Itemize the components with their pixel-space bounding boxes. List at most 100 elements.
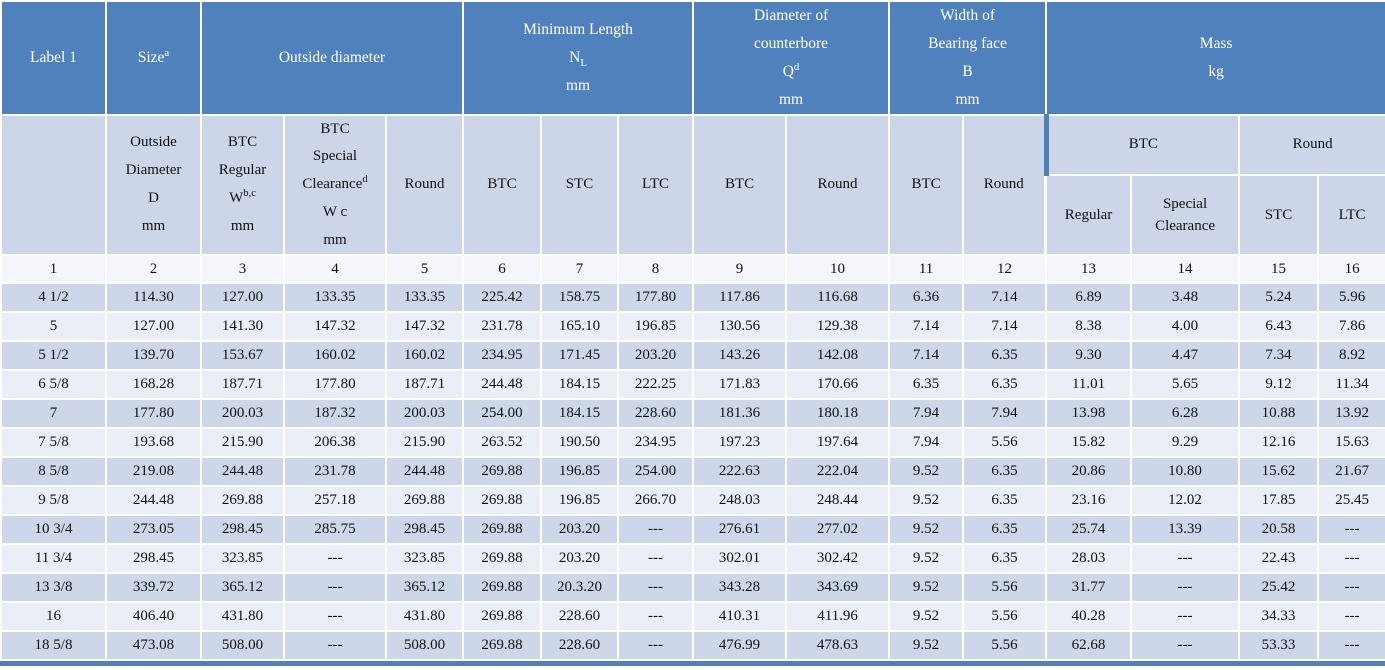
column-number: 2	[105, 254, 202, 285]
table-cell: 12.16	[1238, 427, 1320, 459]
table-cell: ---	[283, 630, 387, 662]
table-cell: 302.42	[785, 543, 891, 575]
table-cell: 190.50	[540, 427, 620, 459]
table-cell: 339.72	[105, 572, 202, 604]
table-cell: 234.95	[462, 340, 543, 372]
table-cell: 431.80	[200, 601, 285, 633]
table-cell: 171.83	[692, 369, 788, 401]
table-cell: ---	[1130, 601, 1241, 633]
table-cell: 6.35	[962, 456, 1048, 488]
table-cell: 13.98	[1045, 398, 1133, 430]
table-cell: 177.80	[283, 369, 387, 401]
table-cell: 431.80	[384, 601, 465, 633]
table-cell: 170.66	[785, 369, 891, 401]
table-cell: 269.88	[462, 543, 543, 575]
table-cell: 508.00	[200, 630, 285, 662]
subheader-mass-btc-regular: Regular	[1045, 174, 1133, 257]
table-row: 18 5/8 473.08 508.00 --- 508.00 269.88 228.60-…	[0, 630, 1385, 662]
table-cell: 6.43	[1238, 311, 1320, 343]
column-number: 3	[200, 254, 285, 285]
column-number: 13	[1045, 254, 1133, 285]
table-cell: 244.48	[462, 369, 543, 401]
table-cell: 206.38	[283, 427, 387, 459]
table-cell: 53.33	[1238, 630, 1320, 662]
table-cell: ---	[1317, 630, 1385, 662]
table-cell: 117.86	[692, 282, 788, 314]
table-cell: 184.15	[540, 369, 620, 401]
table-cell: 62.68	[1045, 630, 1133, 662]
table-cell: 196.85	[540, 456, 620, 488]
size-label-cell: 5 1/2	[0, 340, 107, 372]
table-cell: 22.43	[1238, 543, 1320, 575]
table-body: 4 1/2 114.30 127.00 133.35 133.35 225.42 158.7…	[0, 282, 1385, 662]
table-cell: 15.62	[1238, 456, 1320, 488]
table-cell: 222.63	[692, 456, 788, 488]
table-cell: 298.45	[105, 543, 202, 575]
table-cell: 141.30	[200, 311, 285, 343]
table-row: 9 5/8 244.48 269.88 257.18 269.88 269.88 196.8…	[0, 485, 1385, 517]
table-cell: 40.28	[1045, 601, 1133, 633]
table-cell: 147.32	[283, 311, 387, 343]
subheader-mass-round-stc: STC	[1238, 174, 1320, 257]
table-cell: 269.88	[462, 485, 543, 517]
header-outside-diameter: Outside diameter	[199, 0, 465, 116]
size-label-cell: 13 3/8	[0, 572, 107, 604]
subheader-btc-bearing: BTC	[888, 113, 965, 257]
table-cell: 147.32	[384, 311, 465, 343]
table-cell: 6.36	[888, 282, 965, 314]
table-cell: ---	[617, 514, 695, 546]
table-cell: 20.86	[1045, 456, 1133, 488]
table-cell: 244.48	[200, 456, 285, 488]
table-cell: 3.48	[1130, 282, 1241, 314]
column-number: 4	[283, 254, 387, 285]
header-row-sub-lower: Regular Special Clearance STC LTC	[1, 174, 1385, 257]
header-counterbore: Diameter of counterbore Qd mm	[692, 0, 891, 116]
table-cell: 228.60	[540, 630, 620, 662]
table-cell: ---	[617, 601, 695, 633]
table-cell: 28.03	[1045, 543, 1133, 575]
table-cell: 6.35	[962, 514, 1048, 546]
table-cell: 21.67	[1317, 456, 1385, 488]
subheader-mass-btc-group: BTC	[1043, 113, 1241, 177]
table-cell: ---	[283, 543, 387, 575]
table-cell: 5.24	[1238, 282, 1320, 314]
subheader-mass-btc-special-clearance: Special Clearance	[1130, 174, 1241, 257]
table-cell: 197.64	[785, 427, 891, 459]
table-cell: 7.14	[888, 340, 965, 372]
subheader-btc-length: BTC	[462, 113, 543, 257]
table-cell: 15.82	[1045, 427, 1133, 459]
table-cell: 160.02	[283, 340, 387, 372]
table-row: 7 177.80 200.03 187.32 200.03 254.00 184.15 228…	[0, 398, 1385, 430]
table-cell: 9.52	[888, 543, 965, 575]
header-row-top: Label 1 Sizea Outside diameter Minimum L…	[0, 0, 1385, 116]
table-cell: ---	[1317, 514, 1385, 546]
size-label-cell: 9 5/8	[0, 485, 107, 517]
subheader-round-bearing: Round	[962, 113, 1048, 257]
table-cell: 248.03	[692, 485, 788, 517]
table-cell: 298.45	[384, 514, 465, 546]
table-cell: 6.35	[962, 543, 1048, 575]
table-cell: 9.52	[888, 630, 965, 662]
table-cell: 234.95	[617, 427, 695, 459]
table-cell: 200.03	[200, 398, 285, 430]
subheader-round-counterbore: Round	[785, 113, 891, 257]
table-cell: 114.30	[105, 282, 202, 314]
size-label-cell: 11 3/4	[0, 543, 107, 575]
table-cell: 248.44	[785, 485, 891, 517]
table-cell: 285.75	[283, 514, 387, 546]
column-number: 8	[617, 254, 695, 285]
subheader-mass-round-ltc: LTC	[1317, 174, 1385, 257]
table-row: 16 406.40 431.80 --- 431.80 269.88 228.60 --- 41…	[0, 601, 1385, 633]
table-cell: 219.08	[105, 456, 202, 488]
table-cell: 6.35	[962, 485, 1048, 517]
column-number: 14	[1130, 254, 1241, 285]
table-cell: 9.29	[1130, 427, 1241, 459]
table-cell: 276.61	[692, 514, 788, 546]
table-cell: 343.69	[785, 572, 891, 604]
column-number: 11	[888, 254, 965, 285]
table-cell: 5.65	[1130, 369, 1241, 401]
table-cell: 5.56	[962, 572, 1048, 604]
size-label-cell: 7	[0, 398, 107, 430]
header-label1: Label 1	[0, 0, 107, 116]
table-cell: 7.86	[1317, 311, 1385, 343]
